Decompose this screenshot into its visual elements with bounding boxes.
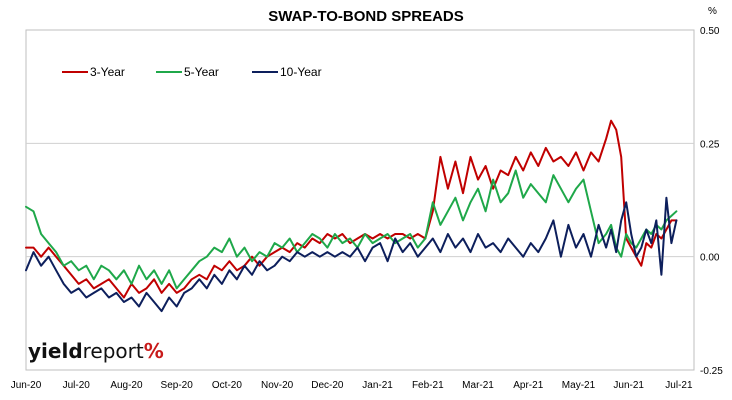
legend-entry: 10-Year [280, 65, 322, 79]
series-line-1 [25, 169, 678, 290]
y-tick-label: 0.25 [700, 139, 720, 150]
y-tick-label: -0.25 [700, 366, 723, 377]
x-tick-label: Nov-20 [261, 380, 294, 391]
x-tick-label: Sep-20 [161, 380, 194, 391]
x-tick-label: Apr-21 [513, 380, 543, 391]
logo-percent-icon: % [143, 339, 164, 363]
legend-entry: 5-Year [184, 65, 219, 79]
gridlines [26, 142, 694, 258]
y-axis-ticks: 0.50 0.25 0.00 -0.25 [700, 26, 723, 377]
x-tick-label: Jul-20 [63, 380, 91, 391]
series-lines [25, 119, 678, 313]
x-tick-label: May-21 [562, 380, 596, 391]
plot-area [25, 29, 695, 371]
yieldreport-logo: yieldreport% [28, 340, 164, 362]
y-tick-label: 0.50 [700, 26, 720, 37]
x-tick-label: Oct-20 [212, 380, 242, 391]
x-tick-label: Feb-21 [412, 380, 444, 391]
legend: 3-Year 5-Year 10-Year [62, 65, 322, 79]
x-tick-label: Jun-21 [613, 380, 644, 391]
x-tick-label: Jan-21 [362, 380, 393, 391]
x-tick-label: Dec-20 [311, 380, 344, 391]
x-tick-label: Jun-20 [11, 380, 42, 391]
chart-title: SWAP-TO-BOND SPREADS [268, 8, 464, 25]
logo-text-report: report [82, 339, 144, 363]
series-line-2 [25, 196, 678, 313]
x-tick-label: Jul-21 [665, 380, 693, 391]
series-line-0 [25, 119, 678, 299]
y-tick-label: 0.00 [700, 253, 720, 264]
logo-text-yield: yield [28, 339, 83, 363]
x-tick-label: Mar-21 [462, 380, 494, 391]
legend-entry: 3-Year [90, 65, 125, 79]
x-tick-label: Aug-20 [110, 380, 143, 391]
x-axis-ticks: Jun-20 Jul-20 Aug-20 Sep-20 Oct-20 Nov-20 Dec-… [11, 380, 693, 391]
y-axis-unit-label: % [708, 6, 717, 17]
